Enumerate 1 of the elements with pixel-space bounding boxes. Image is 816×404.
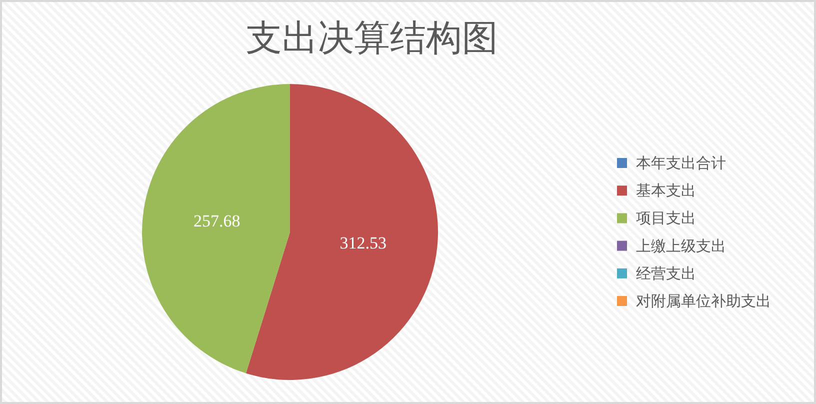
title: 支出决算结构图 bbox=[246, 18, 498, 59]
